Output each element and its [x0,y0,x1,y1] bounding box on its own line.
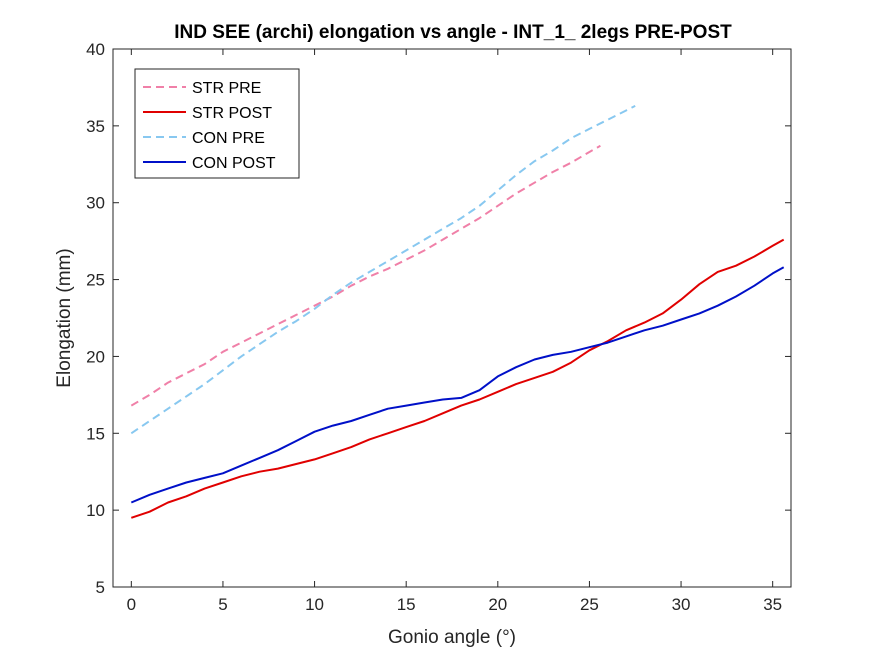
legend-items: STR PRE STR POST CON PRE CON POST [143,80,276,172]
x-axis-ticks: 0 5 10 15 20 25 30 35 [127,49,782,614]
plot-area: 0 5 10 15 20 25 30 35 5 10 15 20 25 30 35 40 [86,40,792,614]
x-tick-label: 20 [488,595,507,614]
x-tick-label: 25 [580,595,599,614]
legend-label-str-post: STR POST [192,105,272,122]
x-tick-label: 5 [218,595,227,614]
y-axis-title: Elongation (mm) [54,248,75,387]
y-tick-label: 40 [86,40,105,59]
y-tick-label: 35 [86,117,105,136]
y-axis-ticks: 5 10 15 20 25 30 35 40 [86,40,791,597]
axes-frame [112,48,792,588]
y-tick-label: 25 [86,271,105,290]
x-tick-label: 10 [305,595,324,614]
y-tick-label: 20 [86,347,105,366]
chart-title: IND SEE (archi) elongation vs angle - IN… [174,22,732,43]
y-tick-label: 30 [86,194,105,213]
x-tick-label: 0 [127,595,136,614]
legend-label-con-post: CON POST [192,155,276,172]
x-axis-title: Gonio angle (°) [388,627,516,648]
legend: STR PRE STR POST CON PRE CON POST [134,68,300,179]
y-tick-label: 5 [96,578,105,597]
x-tick-label: 30 [672,595,691,614]
y-tick-label: 15 [86,424,105,443]
x-tick-label: 15 [397,595,416,614]
series-layer [130,105,785,519]
legend-label-con-pre: CON PRE [192,130,265,147]
series-line-str-post [130,238,785,519]
legend-label-str-pre: STR PRE [192,80,261,97]
series-line-str-pre [130,144,601,407]
series-line-con-post [130,266,785,504]
x-tick-label: 35 [763,595,782,614]
y-tick-label: 10 [86,501,105,520]
